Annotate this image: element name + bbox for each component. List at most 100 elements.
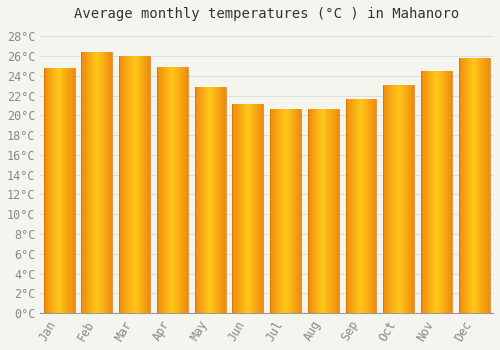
Bar	[422, 71, 423, 313]
Bar	[355, 99, 356, 313]
Bar	[467, 58, 468, 313]
Bar	[295, 110, 296, 313]
Bar	[384, 85, 386, 313]
Bar	[404, 85, 405, 313]
Bar	[140, 56, 141, 313]
Bar	[471, 58, 472, 313]
Bar	[157, 67, 158, 313]
Bar	[143, 56, 144, 313]
Bar	[259, 104, 260, 313]
Bar	[447, 71, 448, 313]
Bar	[211, 87, 212, 313]
Bar	[442, 71, 444, 313]
Bar	[297, 110, 298, 313]
Bar	[51, 68, 52, 313]
Bar	[352, 99, 353, 313]
Bar	[270, 110, 271, 313]
Bar	[161, 67, 162, 313]
Bar	[405, 85, 406, 313]
Bar	[403, 85, 404, 313]
Bar	[290, 110, 292, 313]
Bar	[162, 67, 163, 313]
Bar	[332, 110, 334, 313]
Bar	[108, 52, 110, 313]
Bar	[204, 87, 205, 313]
Bar	[465, 58, 466, 313]
Bar	[330, 110, 332, 313]
Bar	[469, 58, 470, 313]
Bar	[222, 87, 224, 313]
Bar	[308, 110, 309, 313]
Bar	[386, 85, 388, 313]
Bar	[438, 71, 440, 313]
Bar	[240, 104, 242, 313]
Bar	[470, 58, 471, 313]
Bar	[396, 85, 398, 313]
Bar	[364, 99, 365, 313]
Bar	[360, 99, 361, 313]
Bar	[70, 68, 72, 313]
Bar	[110, 52, 112, 313]
Bar	[463, 58, 464, 313]
Bar	[294, 110, 295, 313]
Bar	[96, 52, 97, 313]
Bar	[102, 52, 103, 313]
Bar	[390, 85, 392, 313]
Bar	[244, 104, 246, 313]
Bar	[167, 67, 168, 313]
Bar	[251, 104, 252, 313]
Bar	[421, 71, 422, 313]
Bar	[50, 68, 51, 313]
Bar	[128, 56, 130, 313]
Bar	[317, 110, 318, 313]
Bar	[314, 110, 315, 313]
Bar	[460, 58, 461, 313]
Bar	[246, 104, 247, 313]
Bar	[121, 56, 122, 313]
Bar	[346, 99, 348, 313]
Bar	[224, 87, 226, 313]
Bar	[49, 68, 50, 313]
Bar	[273, 110, 274, 313]
Bar	[159, 67, 160, 313]
Bar	[255, 104, 256, 313]
Bar	[94, 52, 95, 313]
Bar	[423, 71, 424, 313]
Bar	[407, 85, 408, 313]
Bar	[312, 110, 313, 313]
Bar	[147, 56, 148, 313]
Bar	[194, 87, 196, 313]
Bar	[286, 110, 288, 313]
Bar	[90, 52, 92, 313]
Bar	[466, 58, 467, 313]
Bar	[66, 68, 68, 313]
Bar	[448, 71, 449, 313]
Bar	[362, 99, 363, 313]
Bar	[280, 110, 281, 313]
Bar	[88, 52, 90, 313]
Bar	[47, 68, 48, 313]
Bar	[449, 71, 450, 313]
Bar	[254, 104, 255, 313]
Bar	[350, 99, 352, 313]
Bar	[392, 85, 394, 313]
Bar	[44, 68, 46, 313]
Bar	[440, 71, 442, 313]
Bar	[451, 71, 452, 313]
Bar	[52, 68, 53, 313]
Bar	[136, 56, 138, 313]
Bar	[164, 67, 165, 313]
Bar	[365, 99, 366, 313]
Bar	[288, 110, 290, 313]
Bar	[319, 110, 320, 313]
Bar	[409, 85, 410, 313]
Bar	[46, 68, 47, 313]
Bar	[370, 99, 372, 313]
Bar	[106, 52, 107, 313]
Bar	[336, 110, 338, 313]
Bar	[357, 99, 358, 313]
Bar	[186, 67, 187, 313]
Bar	[402, 85, 403, 313]
Bar	[93, 52, 94, 313]
Bar	[274, 110, 275, 313]
